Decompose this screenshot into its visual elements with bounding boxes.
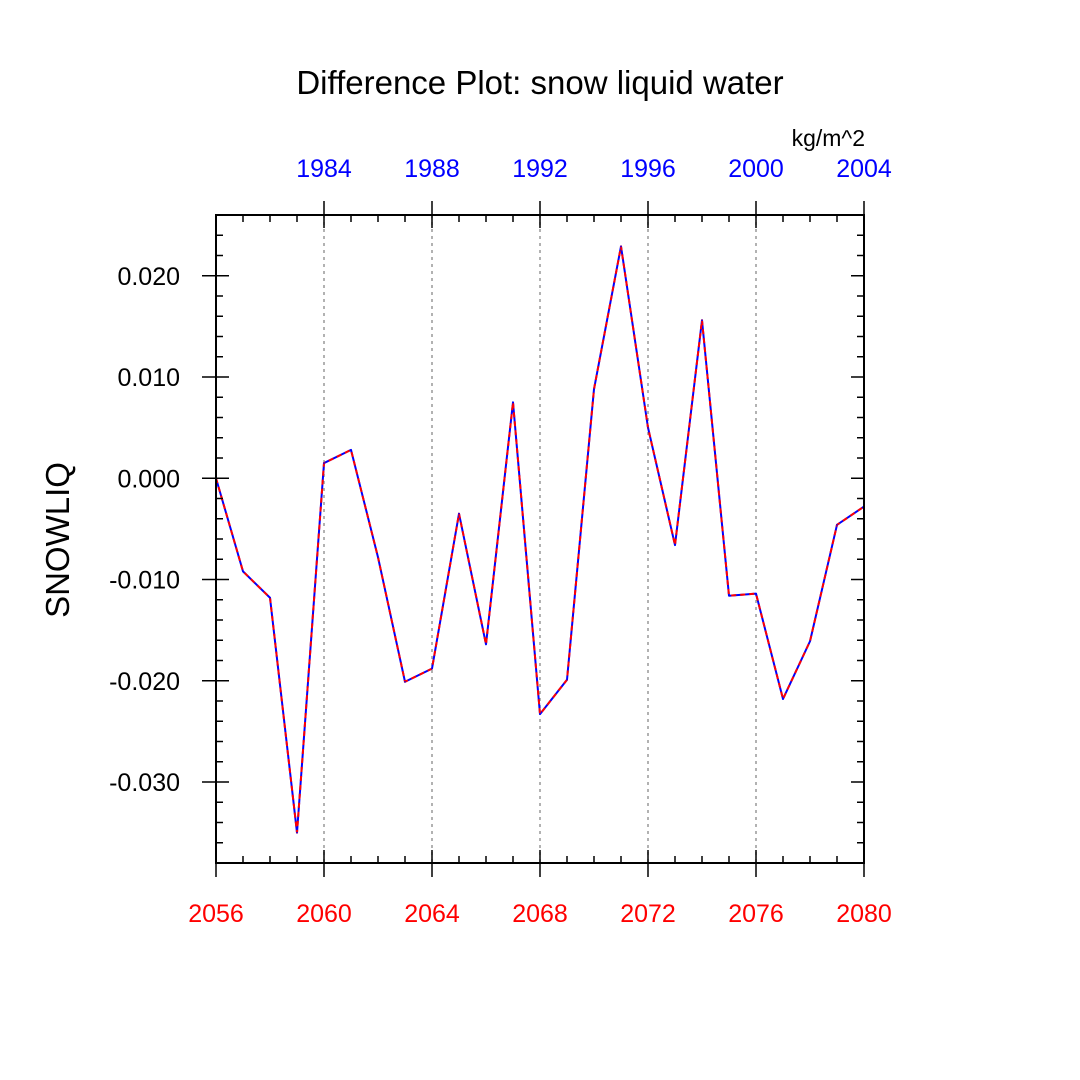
data-point (782, 698, 784, 700)
chart-title: Difference Plot: snow liquid water (296, 64, 783, 101)
data-point (647, 426, 649, 429)
y-axis-label: SNOWLIQ (39, 462, 76, 618)
top-tick-label: 1996 (620, 155, 676, 183)
data-point (458, 512, 460, 515)
data-point (512, 401, 514, 404)
top-tick-label: 1992 (512, 155, 568, 183)
x-tick-label: 2056 (188, 900, 244, 928)
data-point (566, 678, 568, 681)
vertical-gridlines (323, 215, 757, 863)
data-point (836, 524, 838, 526)
data-point (809, 640, 811, 643)
y-tick-label: -0.010 (109, 567, 180, 595)
tick-labels: 2056 2060 2064 2068 2072 2076 2080 1984 1988 1992… (109, 155, 892, 928)
data-point (431, 667, 433, 670)
y-tick-label: 0.000 (117, 465, 180, 493)
data-point (539, 713, 541, 715)
data-point (242, 570, 244, 573)
data-point (728, 594, 730, 597)
data-point (701, 319, 703, 322)
units-label: kg/m^2 (792, 125, 865, 151)
data-point (377, 556, 379, 559)
data-point (269, 596, 271, 599)
y-tick-label: -0.020 (109, 668, 180, 696)
data-point (350, 449, 352, 451)
data-point (296, 831, 298, 834)
x-tick-label: 2068 (512, 900, 568, 928)
top-tick-label: 2000 (728, 155, 784, 183)
y-tick-label: -0.030 (109, 769, 180, 797)
series-lines (215, 245, 865, 834)
x-tick-label: 2076 (728, 900, 784, 928)
data-point (323, 462, 325, 464)
data-point (485, 643, 487, 646)
y-tick-label: 0.010 (117, 364, 180, 392)
data-point (674, 544, 676, 546)
top-tick-label: 1984 (296, 155, 352, 183)
y-tick-label: 0.020 (117, 263, 180, 291)
axis-ticks (202, 201, 865, 877)
data-point (593, 388, 595, 390)
x-tick-label: 2064 (404, 900, 460, 928)
top-tick-label: 1988 (404, 155, 460, 183)
x-tick-label: 2080 (836, 900, 892, 928)
x-tick-label: 2072 (620, 900, 676, 928)
data-point (755, 592, 757, 595)
data-point (620, 245, 622, 248)
data-point (404, 680, 406, 683)
top-tick-label: 2004 (836, 155, 892, 183)
x-tick-label: 2060 (296, 900, 352, 928)
